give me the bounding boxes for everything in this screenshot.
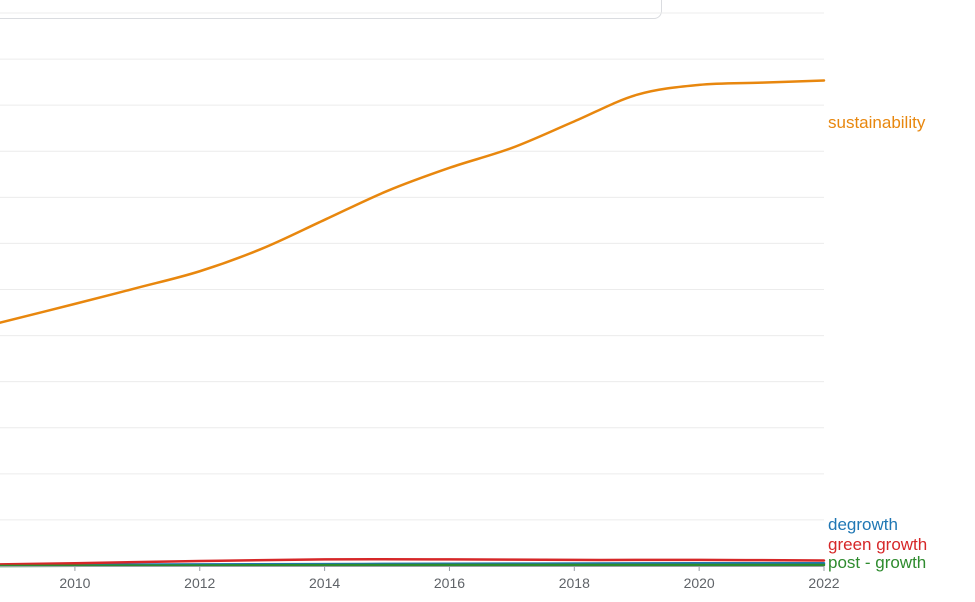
- series-line-post-growth[interactable]: [0, 563, 826, 568]
- series-label-degrowth: degrowth: [828, 515, 898, 534]
- series-label-post-growth: post - growth: [828, 553, 926, 572]
- x-tick-label: 2022: [808, 575, 839, 591]
- top-panel: [0, 0, 662, 19]
- x-axis: 2010 2012 2014 2016 2018 2020 2022: [0, 566, 840, 591]
- x-tick-label: 2010: [59, 575, 90, 591]
- x-tick-label: 2018: [559, 575, 590, 591]
- x-tick-label: 2016: [434, 575, 465, 591]
- series-lines: [0, 79, 826, 568]
- x-tick-label: 2014: [309, 575, 340, 591]
- series-label-sustainability: sustainability: [828, 113, 926, 132]
- series-line-sustainability[interactable]: [0, 79, 826, 324]
- gridlines: [0, 12, 824, 567]
- series-label-green-growth: green growth: [828, 535, 927, 554]
- series-line-green-growth[interactable]: [0, 557, 826, 566]
- x-tick-label: 2012: [184, 575, 215, 591]
- x-tick-label: 2020: [684, 575, 715, 591]
